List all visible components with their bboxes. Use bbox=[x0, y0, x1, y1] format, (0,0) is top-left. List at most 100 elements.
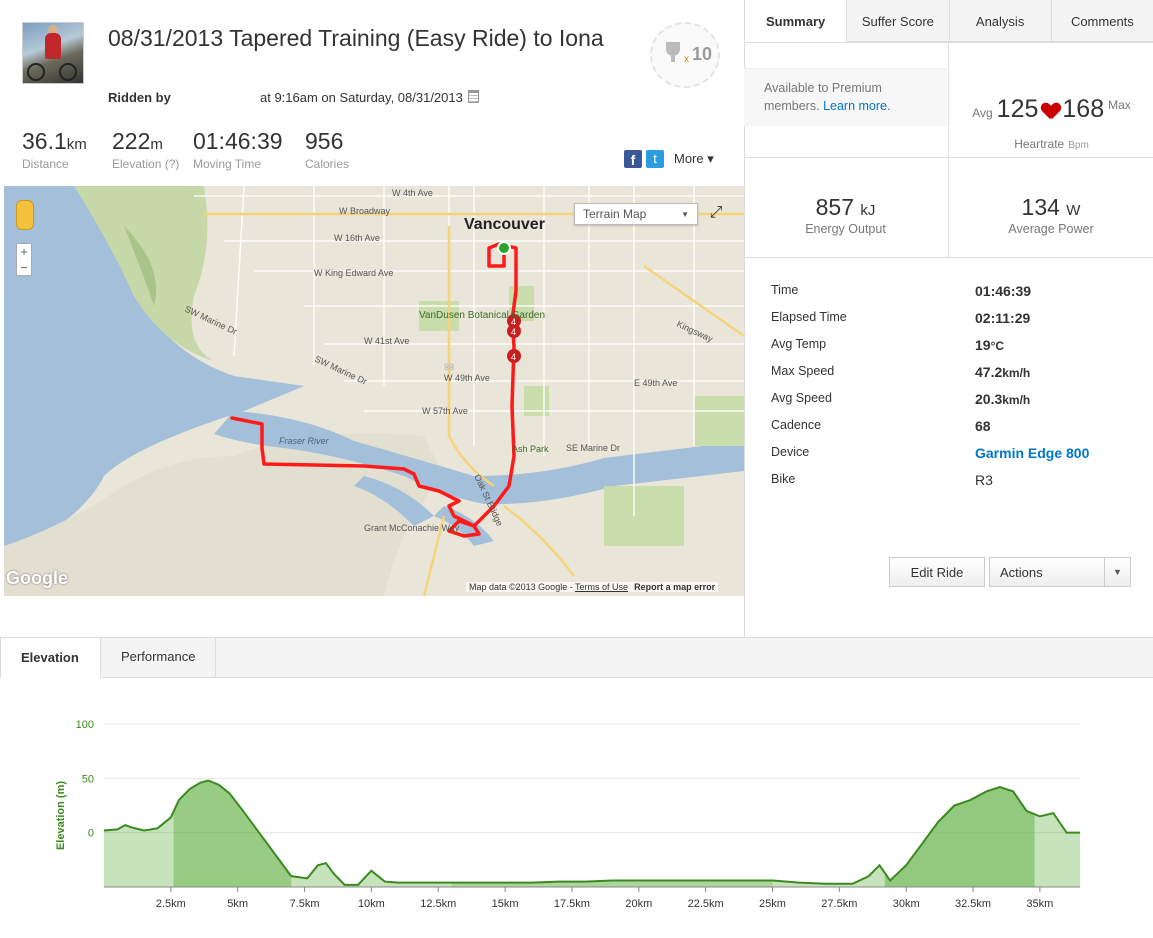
calendar-icon[interactable] bbox=[468, 90, 479, 103]
map-label: W Broadway bbox=[339, 206, 391, 216]
achievement-multiplier: x bbox=[684, 54, 689, 65]
x-tick-label: 7.5km bbox=[290, 898, 320, 910]
x-tick-label: 30km bbox=[893, 898, 920, 910]
stat-distance: 36.1km Distance bbox=[22, 128, 87, 171]
twitter-icon[interactable]: t bbox=[646, 150, 664, 168]
map-label: W 16th Ave bbox=[334, 233, 380, 243]
tab-analysis[interactable]: Analysis bbox=[948, 0, 1051, 42]
map-label: Grant McConachie Way bbox=[364, 523, 460, 533]
chevron-down-icon: ▼ bbox=[1104, 558, 1130, 586]
route-line bbox=[230, 242, 518, 538]
detail-row: Avg Temp 19°C bbox=[771, 337, 1005, 353]
route-marker[interactable] bbox=[507, 324, 521, 338]
report-error-link[interactable]: Report a map error bbox=[634, 582, 716, 592]
elevation-chart-svg: 100 50 0 Elevation (m) 2.5km 5km 7.5km 10km 12.5… bbox=[55, 719, 1080, 910]
elevation-chart: 100 50 0 Elevation (m) 2.5km 5km 7.5km 10km 12.5… bbox=[0, 700, 1153, 933]
detail-row: Cadence 68 bbox=[771, 418, 991, 434]
energy-output-box: 857 kJ Energy Output bbox=[744, 157, 947, 257]
map-label: W 4th Ave bbox=[392, 188, 433, 198]
learn-more-link[interactable]: Learn more. bbox=[823, 99, 891, 113]
ridden-by-label: Ridden by bbox=[108, 90, 171, 105]
heart-icon bbox=[1042, 103, 1058, 119]
achievement-badge[interactable]: x 10 bbox=[650, 22, 720, 88]
hr-avg-value: 125 bbox=[996, 95, 1039, 123]
zoom-control[interactable]: + − bbox=[16, 243, 32, 276]
summary-sidebar bbox=[744, 43, 1153, 637]
terms-link[interactable]: Terms of Use bbox=[575, 582, 629, 592]
map-type-select[interactable]: Terrain Map ▼ bbox=[574, 203, 698, 225]
map-label: W King Edward Ave bbox=[314, 268, 393, 278]
x-tick-label: 22.5km bbox=[688, 898, 724, 910]
edit-ride-button[interactable]: Edit Ride bbox=[889, 557, 985, 587]
hr-label: Heartrate Bpm bbox=[1014, 137, 1089, 151]
hr-avg-label: Avg bbox=[972, 106, 993, 120]
detail-row: Avg Speed 20.3km/h bbox=[771, 391, 1031, 407]
stat-calories: 956 Calories bbox=[305, 128, 350, 171]
tab-comments[interactable]: Comments bbox=[1050, 0, 1153, 42]
start-marker[interactable] bbox=[497, 241, 511, 255]
detail-row: Device Garmin Edge 800 bbox=[771, 445, 1131, 472]
more-dropdown[interactable]: More ▾ bbox=[674, 151, 714, 166]
actions-dropdown[interactable]: Actions ▼ bbox=[989, 557, 1131, 587]
y-tick-label: 100 bbox=[76, 719, 94, 731]
elevation-band bbox=[451, 780, 773, 887]
ride-details: Time 01:46:39 Elapsed Time 02:11:29 Avg Te… bbox=[771, 283, 1131, 499]
device-link[interactable]: Garmin Edge 800 bbox=[975, 445, 1090, 461]
map-attribution: Map data ©2013 Google - Terms of Use Repo… bbox=[466, 582, 719, 592]
tab-suffer-score[interactable]: Suffer Score bbox=[846, 0, 949, 42]
heartrate-box: Avg 125 168 Max Heartrate Bpm bbox=[948, 43, 1153, 157]
fullscreen-icon[interactable]: ⤢ bbox=[709, 204, 723, 221]
route-map[interactable]: 4 4 4 Vancouver W 4th Ave W Broadway W 1… bbox=[4, 186, 744, 596]
athlete-avatar[interactable] bbox=[22, 22, 84, 84]
x-tick-label: 5km bbox=[227, 898, 248, 910]
x-tick-label: 27.5km bbox=[821, 898, 857, 910]
map-label: W 57th Ave bbox=[422, 406, 468, 416]
stat-moving-time: 01:46:39 Moving Time bbox=[193, 128, 283, 171]
x-tick-label: 20km bbox=[625, 898, 652, 910]
average-power-box: 134 W Average Power bbox=[948, 157, 1153, 257]
premium-notice: Available to Premium members. Learn more… bbox=[744, 68, 947, 126]
x-tick-label: 25km bbox=[759, 898, 786, 910]
tab-summary[interactable]: Summary bbox=[744, 0, 847, 42]
facebook-icon[interactable]: f bbox=[624, 150, 642, 168]
achievement-count: 10 bbox=[692, 44, 713, 64]
stat-elevation: 222m Elevation (?) bbox=[112, 128, 180, 171]
map-label: 99 bbox=[444, 362, 454, 372]
tab-performance[interactable]: Performance bbox=[101, 637, 216, 678]
x-tick-label: 2.5km bbox=[156, 898, 186, 910]
detail-row: Max Speed 47.2km/h bbox=[771, 364, 1031, 380]
elevation-line bbox=[103, 779, 1080, 886]
detail-row: Bike R3 bbox=[771, 472, 993, 488]
x-tick-label: 15km bbox=[492, 898, 519, 910]
route-marker[interactable] bbox=[507, 314, 521, 328]
activity-datetime: at 9:16am on Saturday, 08/31/2013 bbox=[260, 90, 463, 105]
activity-tabs: Summary Suffer Score Analysis Comments bbox=[744, 0, 1153, 43]
chart-tabs: Elevation Performance bbox=[0, 637, 1153, 678]
map-label: SE Marine Dr bbox=[566, 443, 620, 453]
elevation-band bbox=[173, 780, 292, 887]
map-label: VanDusen Botanical Garden bbox=[419, 310, 545, 321]
detail-row: Time 01:46:39 bbox=[771, 283, 1032, 299]
tab-elevation[interactable]: Elevation bbox=[0, 637, 101, 678]
x-tick-label: 12.5km bbox=[420, 898, 456, 910]
map-label: E 49th Ave bbox=[634, 378, 677, 388]
map-label: W 49th Ave bbox=[444, 373, 490, 383]
route-marker[interactable] bbox=[507, 349, 521, 363]
hr-max-label: Max bbox=[1108, 98, 1131, 112]
google-logo: Google bbox=[6, 568, 68, 588]
x-tick-label: 32.5km bbox=[955, 898, 991, 910]
divider bbox=[744, 257, 1153, 258]
marker-label: 4 bbox=[511, 352, 516, 362]
activity-title: 08/31/2013 Tapered Training (Easy Ride) … bbox=[108, 25, 604, 51]
marker-label: 4 bbox=[511, 317, 516, 327]
detail-row: Elapsed Time 02:11:29 bbox=[771, 310, 1031, 326]
map-label: Ash Park bbox=[512, 444, 549, 454]
street-view-pegman-icon[interactable] bbox=[16, 200, 34, 230]
map-label-city: Vancouver bbox=[464, 216, 545, 233]
marker-label: 4 bbox=[511, 327, 516, 337]
y-tick-label: 0 bbox=[88, 828, 94, 840]
x-tick-label: 35km bbox=[1026, 898, 1053, 910]
trophy-icon bbox=[666, 42, 680, 62]
hr-max-value: 168 bbox=[1062, 95, 1105, 123]
map-canvas: 4 4 4 Vancouver W 4th Ave W Broadway W 1… bbox=[4, 186, 744, 596]
